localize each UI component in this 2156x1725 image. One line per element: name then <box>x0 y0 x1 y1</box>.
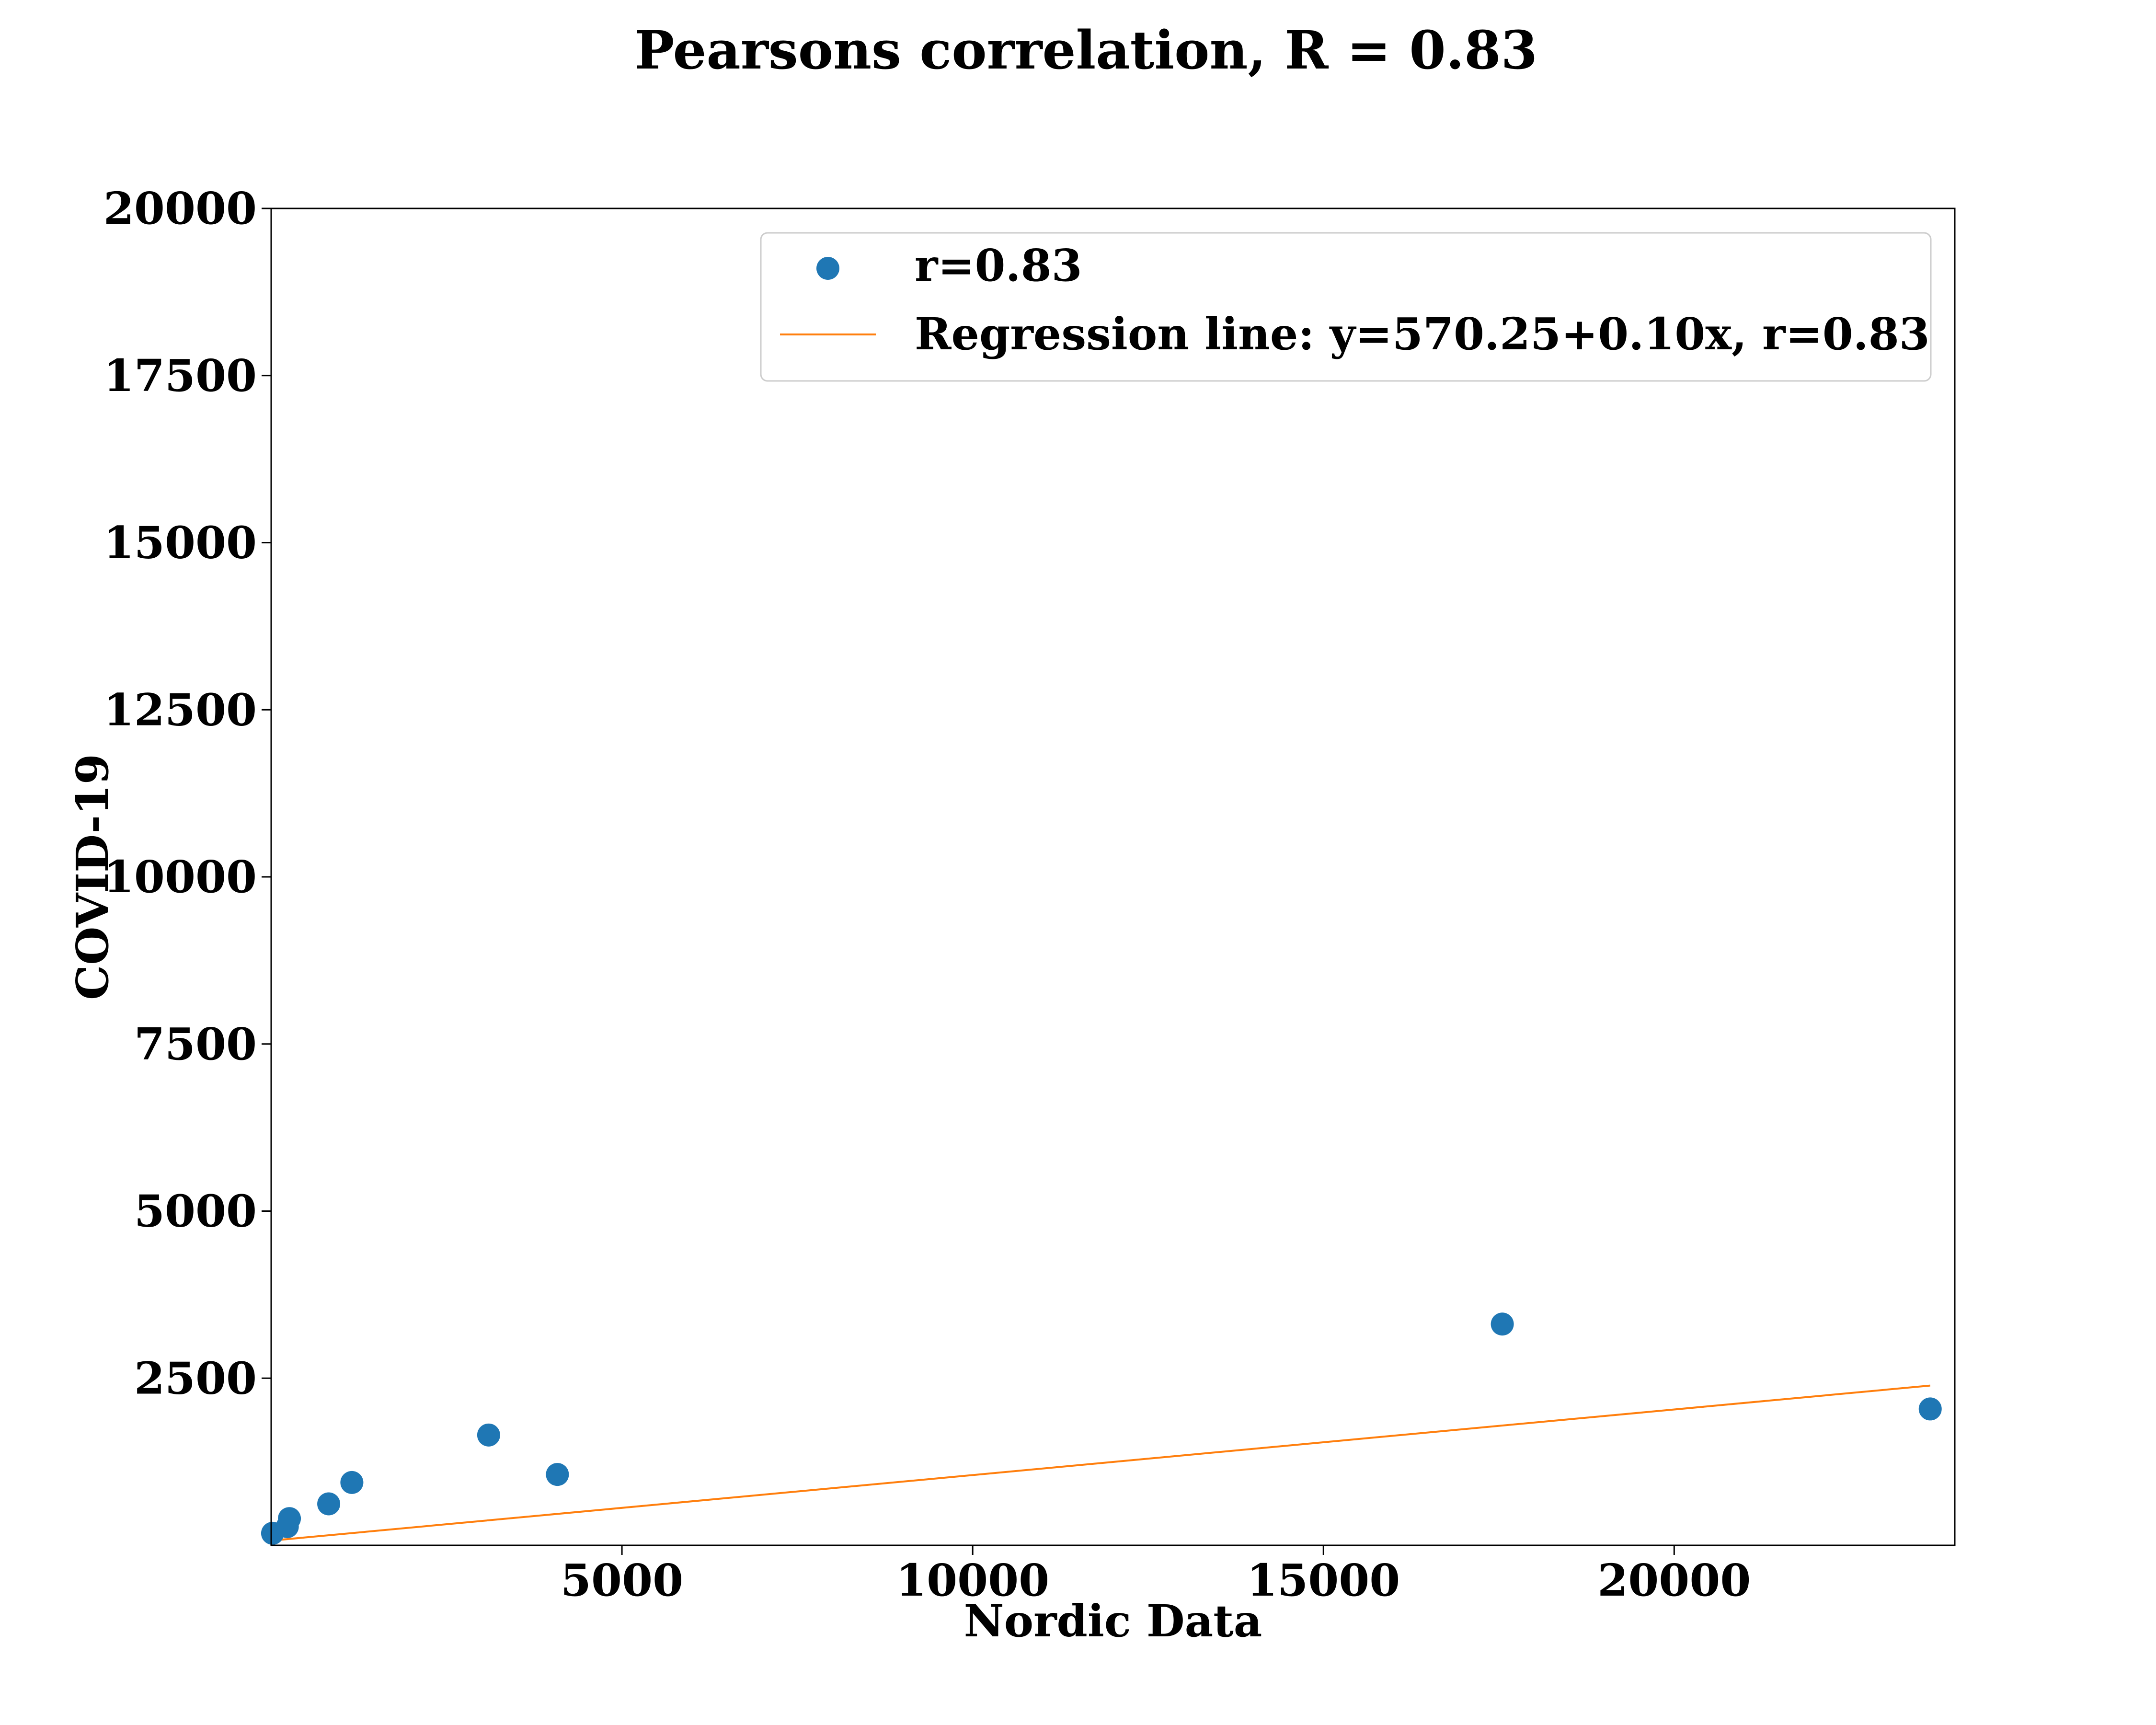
legend-label-regression: Regression line: y=570.25+0.10x, r=0.83 <box>915 308 1930 360</box>
chart-title: Pearsons correlation, R = 0.83 <box>635 19 1537 81</box>
data-point <box>278 1507 301 1530</box>
legend-label-points: r=0.83 <box>915 240 1082 291</box>
y-tick-label: 10000 <box>103 851 257 903</box>
x-tick-label: 15000 <box>1247 1554 1400 1606</box>
y-axis: 2500 5000 7500 10000 12500 15000 17500 20000 <box>103 183 271 1404</box>
y-tick-label: 2500 <box>134 1352 257 1404</box>
data-point <box>340 1471 364 1494</box>
y-tick-label: 20000 <box>103 183 257 234</box>
plot-area <box>271 208 1955 1545</box>
y-tick-label: 12500 <box>103 684 257 736</box>
points-layer <box>261 1312 1942 1545</box>
y-tick-label: 15000 <box>103 517 257 569</box>
data-point <box>477 1423 500 1447</box>
x-tick-label: 20000 <box>1597 1554 1751 1606</box>
regression-layer <box>271 1384 1930 1542</box>
y-axis-label: COVID-19 <box>67 754 118 1000</box>
data-point <box>317 1492 341 1516</box>
x-axis: 5000 10000 15000 20000 <box>561 1545 1751 1606</box>
data-point <box>1918 1397 1942 1421</box>
x-tick-label: 10000 <box>896 1554 1049 1606</box>
y-tick-label: 7500 <box>134 1018 257 1070</box>
y-tick-label: 17500 <box>103 350 257 402</box>
legend-box <box>760 232 1932 382</box>
legend: r=0.83 Regression line: y=570.25+0.10x, … <box>760 232 1932 382</box>
x-axis-label: Nordic Data <box>964 1595 1262 1647</box>
data-point <box>546 1463 569 1486</box>
data-point <box>1491 1312 1514 1336</box>
x-tick-label: 5000 <box>561 1554 683 1606</box>
regression-line <box>271 1384 1930 1542</box>
legend-marker-points <box>816 257 839 280</box>
y-tick-label: 5000 <box>134 1185 257 1237</box>
